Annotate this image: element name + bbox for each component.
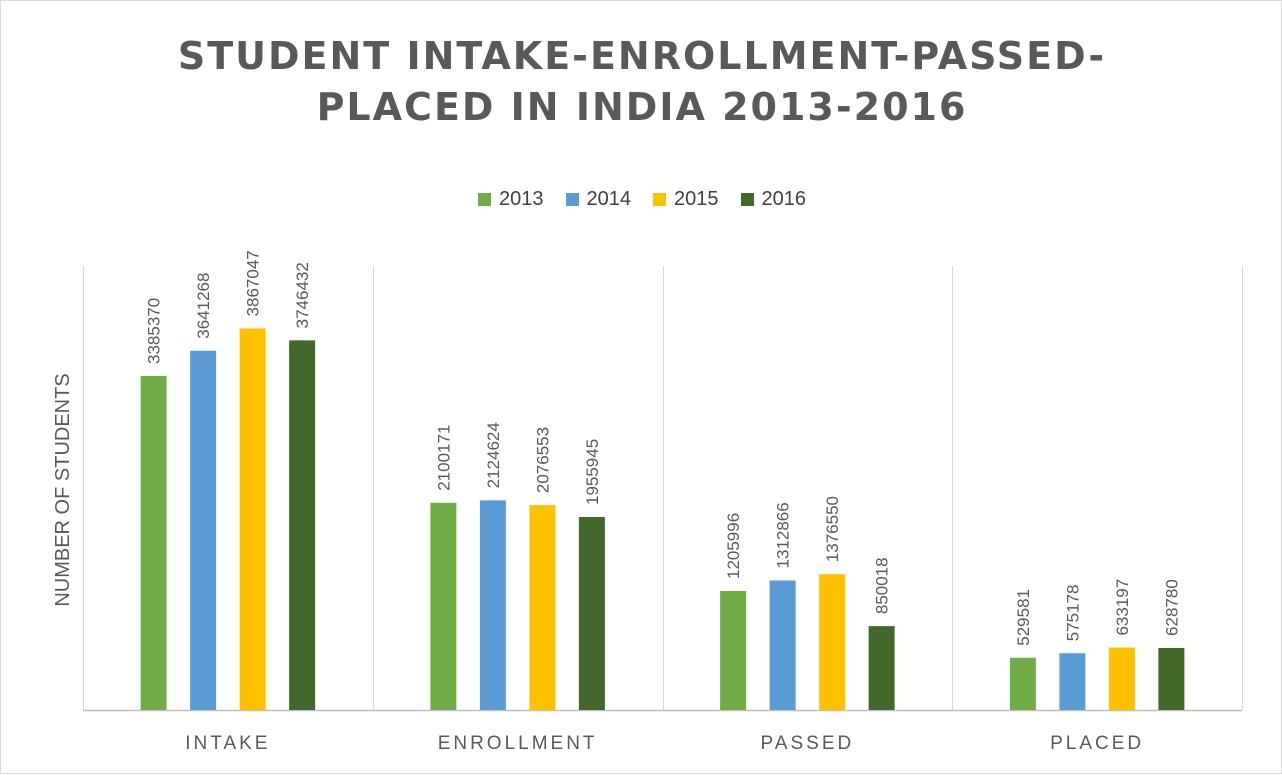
bar-2014-passed [769, 580, 796, 710]
chart-title: STUDENT INTAKE-ENROLLMENT-PASSED- PLACED… [1, 31, 1282, 133]
data-label: 3867047 [244, 250, 263, 316]
legend-item-2016: 2016 [740, 188, 807, 211]
data-label: 2076553 [533, 427, 552, 493]
data-label: 2124624 [484, 422, 503, 488]
data-label: 633197 [1113, 579, 1132, 636]
legend-label-2016: 2016 [761, 188, 807, 210]
data-label: 850018 [873, 557, 892, 614]
bar-2013-passed [720, 591, 747, 710]
bar-2014-placed [1059, 653, 1086, 710]
legend-label-2015: 2015 [674, 188, 719, 210]
bar-2014-enrollment [479, 500, 506, 710]
data-label: 628780 [1162, 579, 1181, 636]
bar-2016-placed [1158, 647, 1185, 710]
data-label: 3641268 [194, 273, 213, 339]
data-label: 3385370 [145, 298, 164, 364]
data-label: 529581 [1014, 589, 1033, 646]
y-axis-title: NUMBER OF STUDENTS [52, 373, 74, 606]
legend-label-2014: 2014 [586, 188, 632, 210]
x-tick-label: PLACED [1050, 733, 1144, 754]
legend-swatch-2015 [653, 193, 666, 206]
chart-legend: 2013 2014 2015 2016 [1, 188, 1282, 211]
bar-2014-intake [190, 350, 217, 710]
data-label: 3746432 [293, 262, 312, 328]
x-tick-label: INTAKE [185, 733, 270, 754]
data-label: 1205996 [724, 513, 743, 579]
data-label: 1376550 [823, 496, 842, 562]
bar-2013-intake [140, 375, 167, 710]
data-label: 575178 [1063, 585, 1082, 642]
data-label: 2100171 [434, 425, 453, 491]
legend-swatch-2014 [565, 193, 579, 206]
legend-item-2013: 2013 [478, 188, 544, 211]
bar-2016-intake [289, 340, 316, 710]
chart-title-line-1: STUDENT INTAKE-ENROLLMENT-PASSED- [177, 34, 1107, 78]
bar-2013-enrollment [430, 502, 457, 710]
x-tick-label: ENROLLMENT [438, 733, 598, 754]
bar-2015-intake [239, 328, 266, 710]
bar-2016-enrollment [578, 517, 605, 710]
data-label: 1312866 [774, 502, 793, 568]
chart-title-line-2: PLACED IN INDIA 2013-2016 [316, 85, 968, 129]
legend-label-2013: 2013 [499, 188, 544, 210]
bar-2015-passed [819, 574, 846, 710]
x-tick-label: PASSED [761, 733, 855, 754]
legend-item-2014: 2014 [565, 188, 632, 211]
legend-swatch-2013 [478, 193, 491, 206]
bar-2015-enrollment [529, 505, 556, 710]
data-label: 1955945 [583, 439, 602, 505]
legend-item-2015: 2015 [653, 188, 719, 211]
legend-swatch-2016 [740, 193, 754, 206]
bar-2013-placed [1009, 657, 1036, 710]
bar-2016-passed [868, 626, 895, 710]
bar-2015-placed [1108, 647, 1135, 710]
